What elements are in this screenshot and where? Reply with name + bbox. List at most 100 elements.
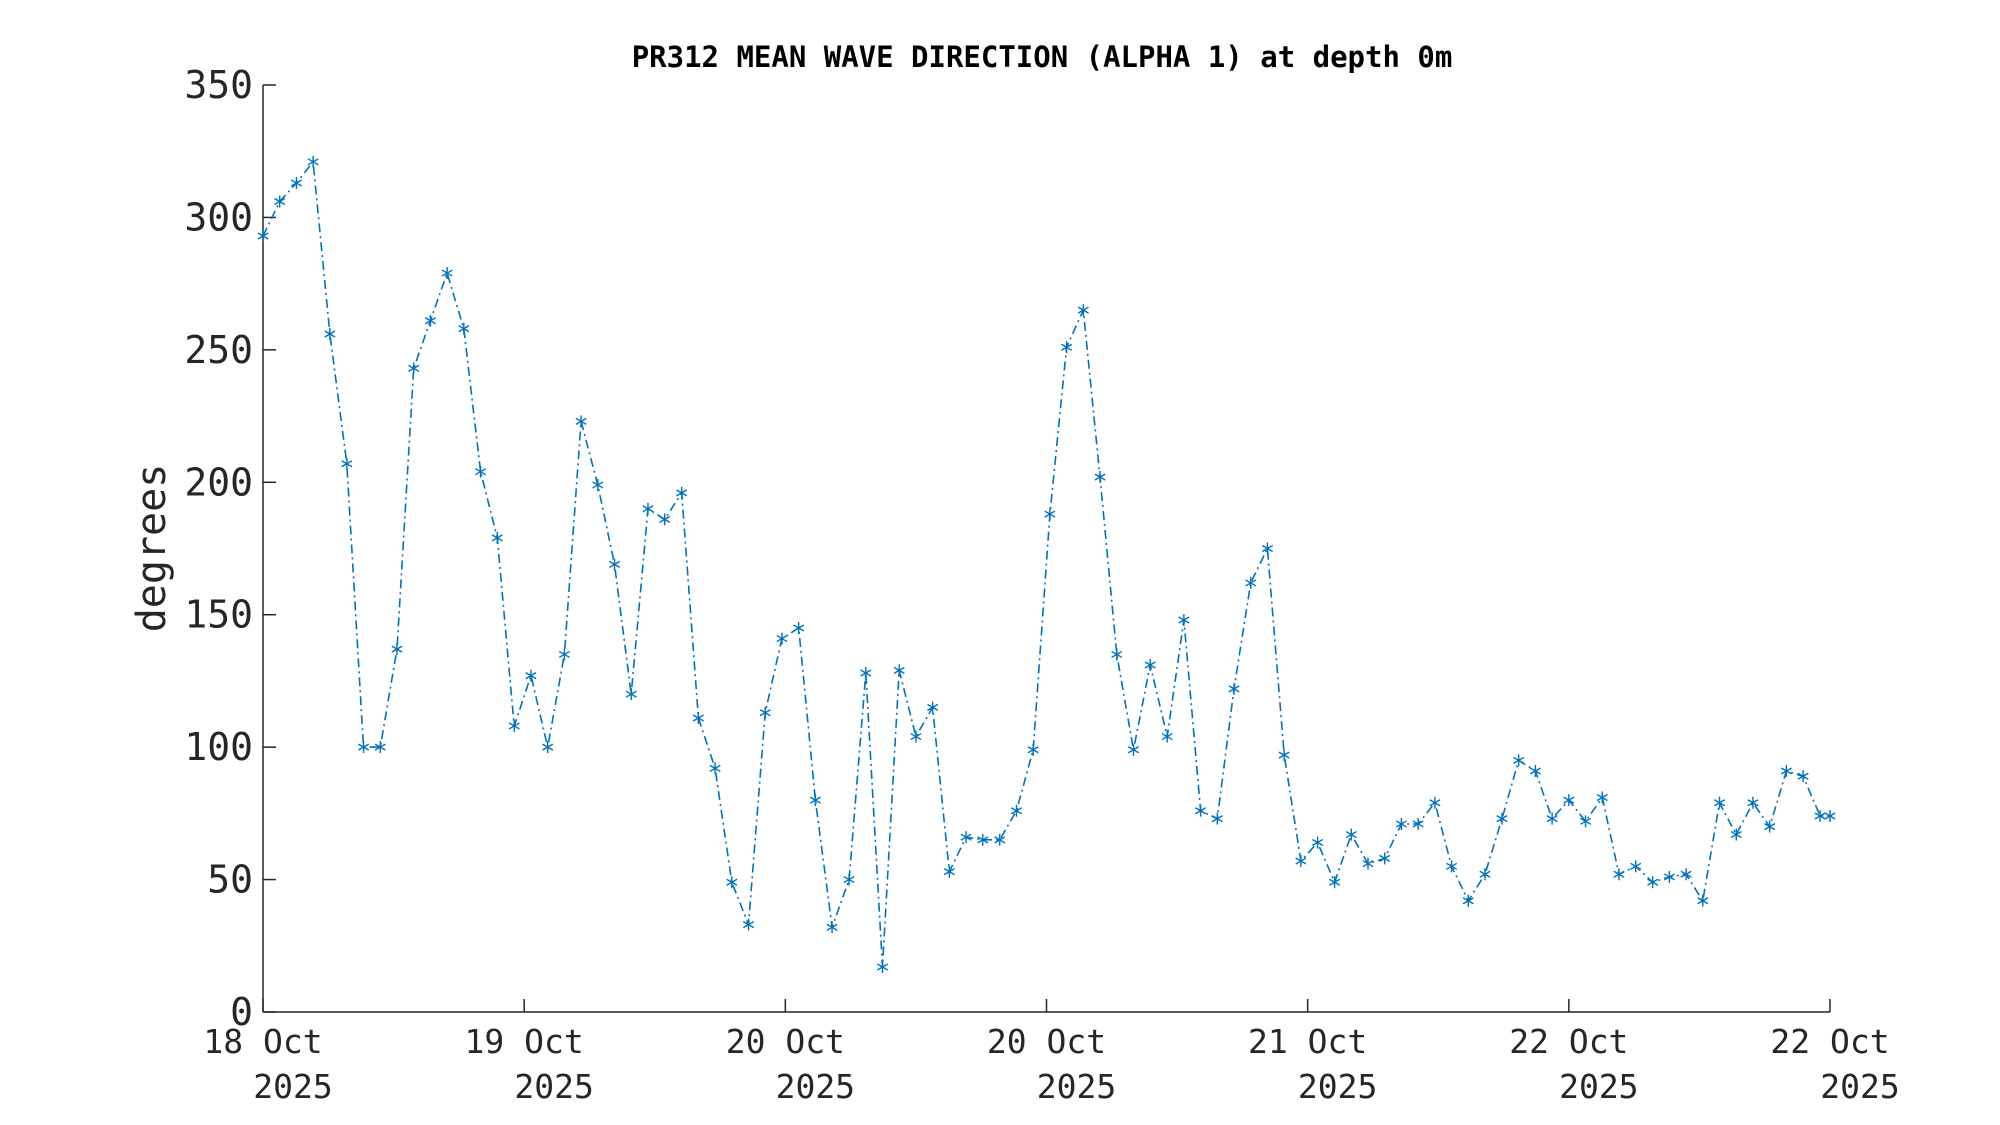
data-point [1764,820,1776,833]
data-point [625,688,637,701]
data-point [358,741,370,754]
data-point [542,741,554,754]
data-point [374,741,386,754]
data-point [1814,810,1826,823]
data-point [324,327,336,340]
data-point [1580,815,1592,828]
x-tick-label-year: 2025 [514,1067,593,1106]
data-point [558,648,570,661]
y-tick-label: 250 [184,328,253,372]
data-point [1462,894,1474,907]
data-point [1446,860,1458,873]
data-point [1127,743,1140,756]
data-point [307,155,319,168]
y-tick-label: 0 [230,990,253,1034]
data-point [441,267,453,280]
data-point [525,669,537,682]
data-point [1228,682,1240,695]
data-point [994,833,1006,846]
x-tick-label-year: 2025 [1559,1067,1638,1106]
data-point [860,666,872,679]
data-point [1797,770,1809,783]
data-point [391,643,403,656]
data-point [1824,810,1836,823]
y-tick-label: 300 [184,195,253,239]
x-tick-label-year: 2025 [1037,1067,1116,1106]
data-point [776,632,788,645]
x-tick-label-day: 22 Oct [1509,1022,1628,1061]
data-point [508,719,520,732]
data-point [274,195,286,208]
chart-title: PR312 MEAN WAVE DIRECTION (ALPHA 1) at d… [632,40,1453,74]
data-point [1730,828,1742,841]
data-point [1362,857,1374,870]
data-point [408,362,420,375]
data-point [1245,576,1257,589]
y-tick-label: 100 [184,725,253,769]
data-point [1278,749,1290,762]
data-point [1144,659,1156,672]
data-point [1546,812,1558,825]
data-point [876,960,889,973]
y-tick-label: 150 [184,593,253,637]
x-tick-label-day: 22 Oct [1770,1022,1889,1061]
data-point [575,415,587,428]
y-tick-label: 200 [184,460,253,504]
data-point [424,314,436,327]
data-point [1044,508,1056,521]
data-point [1027,743,1039,756]
x-tick-label-year: 2025 [1820,1067,1899,1106]
data-point [826,921,838,934]
data-point [1061,341,1073,354]
data-point [1680,868,1692,881]
data-point [1379,852,1391,865]
data-point [1077,304,1089,317]
data-point [1429,796,1441,809]
data-point [843,873,855,886]
data-point [1563,794,1575,807]
data-point [809,794,821,807]
data-point [1211,812,1223,825]
data-point [1178,614,1190,627]
data-point [475,465,487,478]
data-point [1513,754,1525,767]
series-line [262,159,1830,968]
x-tick-label-year: 2025 [253,1067,332,1106]
data-point [1529,764,1541,777]
data-point [1295,855,1307,868]
data-point [1747,796,1759,809]
x-tick-label-year: 2025 [776,1067,855,1106]
x-tick-label-day: 18 Oct [203,1022,322,1061]
data-point [676,486,688,499]
data-point [1111,648,1123,661]
data-point [977,833,989,846]
data-point [642,502,654,515]
data-point [491,531,503,544]
x-tick-label-day: 19 Oct [465,1022,584,1061]
y-tick-label: 50 [207,858,253,902]
x-tick-label-day: 20 Oct [987,1022,1106,1061]
data-point [1647,876,1659,889]
data-point [290,176,302,189]
data-point [1496,812,1508,825]
data-series [257,155,1836,973]
data-point [458,322,470,335]
data-point [893,664,905,677]
data-point [943,865,955,878]
axis-ticks: 0 50 100 150 200 250 300 350 18 Oct 2025 19 Oct 202… [184,63,1899,1106]
data-point [793,621,805,634]
data-point [1713,796,1726,809]
x-tick-label-day: 21 Oct [1248,1022,1367,1061]
data-point [257,229,269,242]
data-point [927,701,939,714]
data-point [742,918,755,931]
data-point [910,730,922,743]
data-point [341,457,353,470]
data-point [1596,791,1608,804]
data-point [1780,764,1792,777]
data-point [1329,876,1341,889]
data-point [1261,542,1273,555]
y-tick-label: 350 [184,63,253,107]
data-point [726,876,738,889]
